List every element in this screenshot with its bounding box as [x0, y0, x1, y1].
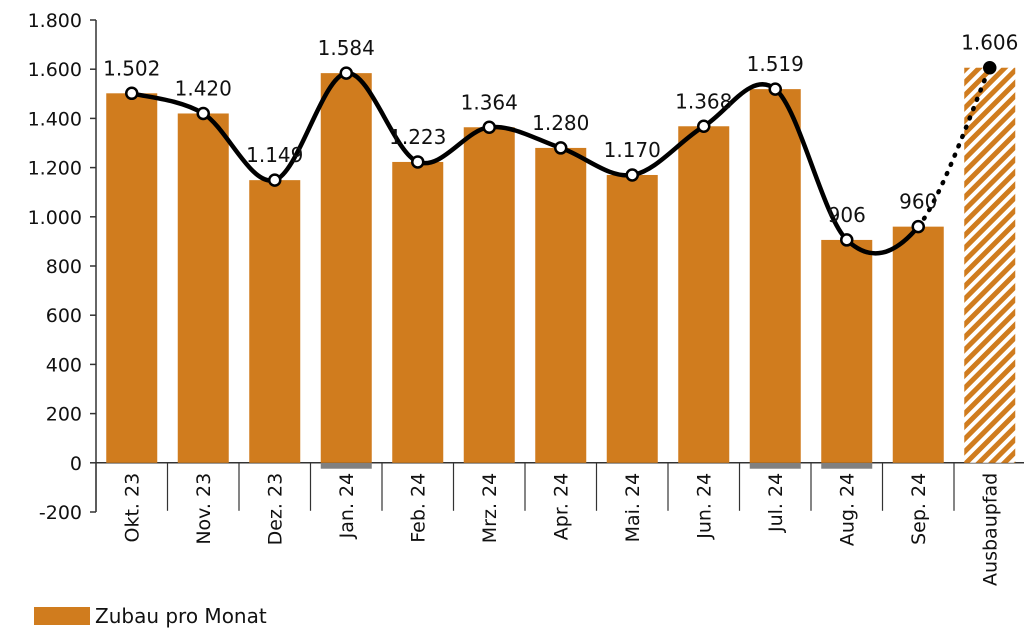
y-tick-label: 0 [70, 453, 82, 475]
x-category-label: Jun. 24 [694, 473, 716, 540]
legend-swatch [34, 607, 90, 625]
bar [606, 174, 658, 463]
x-category-label: Mai. 24 [622, 473, 644, 543]
x-category-label: Okt. 23 [122, 473, 144, 543]
x-category-label: Jan. 24 [336, 473, 358, 540]
y-tick-label: 200 [46, 404, 82, 426]
line-marker [911, 219, 925, 234]
y-tick-label: 1.600 [28, 59, 82, 81]
negative-bar-stub [320, 463, 372, 469]
data-label: 1.223 [389, 125, 446, 149]
x-category-label: Sep. 24 [908, 473, 930, 545]
bar [177, 113, 229, 463]
line-marker [339, 66, 353, 80]
x-category-label: Jul. 24 [765, 473, 787, 533]
x-category-label: Ausbaupfad [980, 473, 1002, 586]
bar [892, 226, 944, 463]
x-category-label: Mrz. 24 [479, 473, 501, 543]
trend-line-projection [916, 65, 993, 229]
x-category-label: Apr. 24 [551, 473, 573, 540]
line-marker [196, 106, 210, 121]
y-tick-label: 600 [46, 305, 82, 327]
y-tick-label: 800 [46, 256, 82, 278]
y-tick-label: 1.200 [28, 158, 82, 180]
legend-label: Zubau pro Monat [95, 604, 267, 628]
data-label: 1.280 [532, 111, 589, 135]
line-marker [840, 233, 854, 247]
line-marker [983, 60, 997, 75]
line-marker [125, 86, 139, 101]
data-label: 1.606 [961, 31, 1018, 55]
y-tick-label: -200 [39, 502, 82, 524]
negative-bar-stub [749, 463, 801, 469]
x-category-label: Dez. 23 [265, 473, 287, 546]
y-tick-label: 400 [46, 354, 82, 376]
bar [535, 147, 587, 463]
x-category-label: Feb. 24 [408, 473, 430, 543]
data-label: 1.420 [175, 76, 232, 100]
bar [964, 67, 1016, 463]
line-marker [554, 141, 568, 155]
bar [249, 180, 301, 463]
bar [320, 73, 372, 463]
data-label: 960 [899, 190, 937, 214]
line-marker [697, 119, 711, 134]
x-category-label: Aug. 24 [837, 473, 859, 546]
line-marker [268, 173, 282, 187]
data-label: 1.368 [675, 89, 732, 113]
data-label: 1.364 [461, 90, 518, 114]
data-label: 1.519 [747, 52, 804, 76]
line-marker [768, 82, 782, 96]
data-label: 1.170 [604, 138, 661, 162]
y-tick-label: 1.800 [28, 10, 82, 32]
bar [678, 126, 730, 463]
bar [821, 239, 873, 463]
data-label: 906 [828, 203, 866, 227]
y-tick-label: 1.400 [28, 108, 82, 130]
line-marker [411, 155, 425, 169]
line-marker [482, 120, 496, 135]
data-label: 1.584 [318, 36, 375, 60]
y-tick-label: 1.000 [28, 207, 82, 229]
bar [749, 89, 801, 463]
x-category-label: Nov. 23 [193, 473, 215, 545]
bar [463, 127, 515, 463]
data-label: 1.502 [103, 56, 160, 80]
bar [392, 161, 444, 463]
bar [106, 93, 158, 463]
data-label: 1.149 [246, 143, 303, 167]
negative-bar-stub [821, 463, 873, 469]
line-marker [625, 168, 639, 182]
